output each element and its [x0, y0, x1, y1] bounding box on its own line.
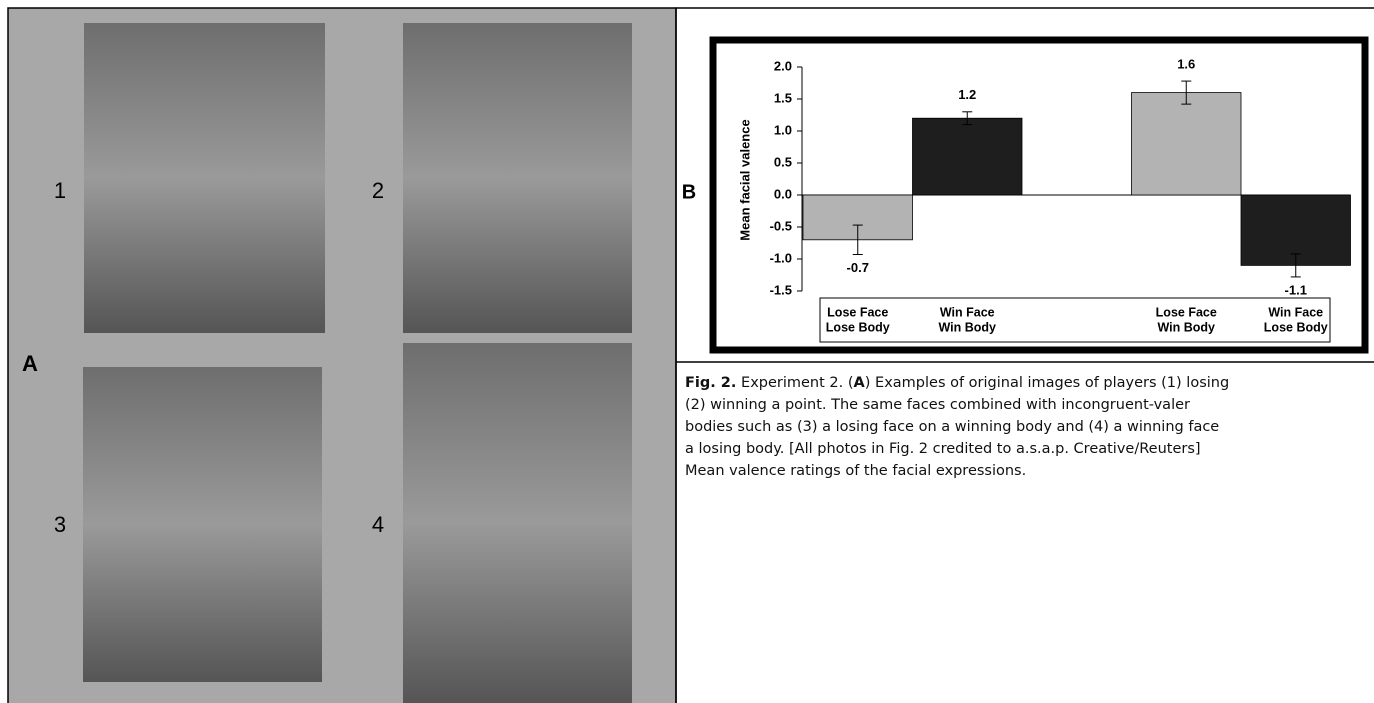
photo — [84, 23, 325, 333]
bar — [912, 117, 1023, 196]
panel-label: A — [22, 351, 38, 376]
x-tick-label: Win Face — [1268, 305, 1323, 319]
x-tick-label: Win Body — [1157, 320, 1215, 334]
panel-label: B — [682, 181, 696, 203]
x-tick-label: Lose Body — [1264, 320, 1328, 334]
value-label: -0.7 — [847, 260, 869, 275]
photo — [403, 343, 632, 703]
photo-number: 2 — [372, 178, 384, 203]
photo-number: 1 — [54, 178, 66, 203]
x-tick-label: Lose Body — [826, 320, 890, 334]
bar — [1131, 92, 1242, 196]
panel-ref: A — [853, 375, 865, 391]
y-tick-label: -1.5 — [770, 282, 792, 297]
category-box — [819, 297, 1331, 343]
value-label: 1.6 — [1177, 57, 1195, 72]
photo-number: 4 — [372, 512, 384, 537]
y-tick-label: 1.5 — [774, 90, 792, 105]
caption-text: Experiment 2. ( — [736, 375, 854, 391]
y-tick-label: -1.0 — [770, 250, 792, 265]
photo-number: 3 — [54, 512, 66, 537]
x-tick-label: Win Body — [938, 320, 996, 334]
y-tick-label: 2.0 — [774, 58, 792, 73]
x-tick-label: Lose Face — [827, 305, 888, 319]
y-tick-label: 0.5 — [774, 154, 792, 169]
value-label: -1.1 — [1285, 282, 1307, 297]
y-tick-label: 1.0 — [774, 122, 792, 137]
caption-line: bodies such as (3) a losing face on a wi… — [685, 419, 1220, 435]
caption-line: Fig. 2. Experiment 2. (A) Examples of or… — [685, 372, 1374, 394]
caption-line: a losing body. [All photos in Fig. 2 cre… — [685, 441, 1201, 457]
figure-label: Fig. 2. — [685, 375, 737, 391]
y-tick-label: -0.5 — [770, 218, 792, 233]
value-label: 1.2 — [958, 87, 976, 102]
y-tick-label: 0.0 — [774, 186, 792, 201]
caption-text: ) Examples of original images of players… — [864, 375, 1230, 391]
photo — [403, 23, 632, 333]
caption-line: (2) winning a point. The same faces comb… — [685, 397, 1190, 413]
x-tick-label: Lose Face — [1156, 305, 1217, 319]
caption: Fig. 2. Experiment 2. (A) Examples of or… — [685, 372, 1374, 482]
caption-line: Mean valence ratings of the facial expre… — [685, 463, 1027, 479]
x-tick-label: Win Face — [940, 305, 995, 319]
photo — [83, 367, 322, 682]
y-axis-label: Mean facial valence — [737, 119, 752, 240]
